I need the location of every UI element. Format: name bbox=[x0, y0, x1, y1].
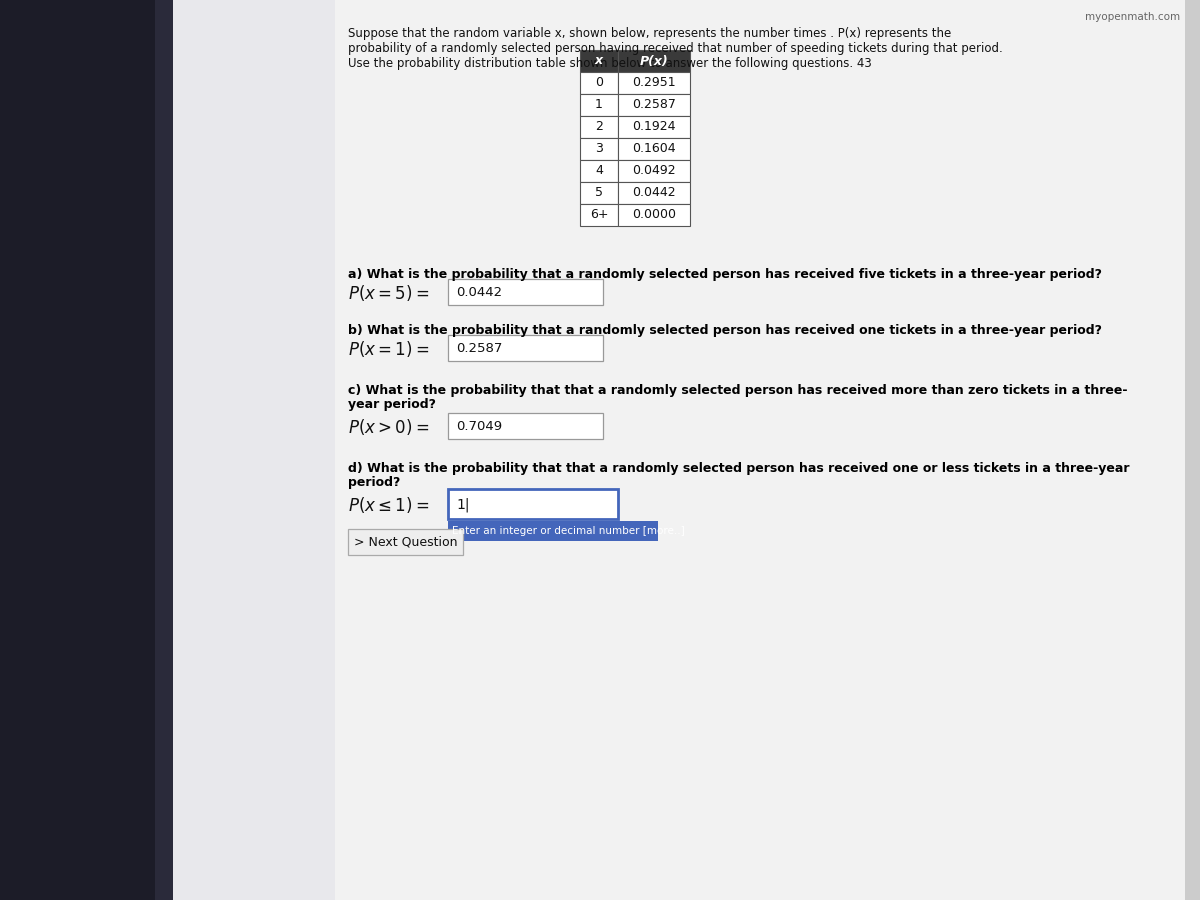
Text: 0: 0 bbox=[595, 76, 604, 89]
Text: c) What is the probability that that a randomly selected person has received mor: c) What is the probability that that a r… bbox=[348, 384, 1128, 397]
Text: 4: 4 bbox=[595, 165, 602, 177]
Bar bbox=[580, 116, 618, 138]
Text: 0.7049: 0.7049 bbox=[456, 420, 502, 434]
Text: d) What is the probability that that a randomly selected person has received one: d) What is the probability that that a r… bbox=[348, 462, 1129, 475]
Bar bbox=[618, 182, 690, 204]
Text: Use the probability distribution table shown below to answer the following quest: Use the probability distribution table s… bbox=[348, 57, 871, 70]
Text: P(x): P(x) bbox=[640, 55, 668, 68]
Bar bbox=[448, 521, 658, 541]
Bar bbox=[618, 94, 690, 116]
Text: x: x bbox=[595, 55, 604, 68]
Text: period?: period? bbox=[348, 476, 401, 489]
Text: Suppose that the random variable x, shown below, represents the number times . P: Suppose that the random variable x, show… bbox=[348, 27, 952, 40]
Text: 0.2587: 0.2587 bbox=[632, 98, 676, 112]
Bar bbox=[618, 138, 690, 160]
Bar bbox=[580, 72, 618, 94]
Bar bbox=[618, 160, 690, 182]
Text: 1|: 1| bbox=[456, 498, 469, 512]
Text: 0.2587: 0.2587 bbox=[456, 343, 503, 356]
Bar bbox=[580, 94, 618, 116]
Bar bbox=[580, 182, 618, 204]
Text: 0.0000: 0.0000 bbox=[632, 209, 676, 221]
Text: 6+: 6+ bbox=[589, 209, 608, 221]
Bar bbox=[448, 335, 604, 361]
Bar bbox=[618, 50, 690, 72]
Text: 0.1924: 0.1924 bbox=[632, 121, 676, 133]
Bar bbox=[580, 138, 618, 160]
Text: $P(x>0)=$: $P(x>0)=$ bbox=[348, 417, 430, 437]
Bar bbox=[618, 72, 690, 94]
Bar bbox=[348, 529, 463, 555]
Text: 3: 3 bbox=[595, 142, 602, 156]
Bar bbox=[155, 0, 173, 900]
Text: year period?: year period? bbox=[348, 398, 436, 411]
Text: > Next Question: > Next Question bbox=[354, 536, 457, 548]
Bar bbox=[448, 413, 604, 439]
Text: 5: 5 bbox=[595, 186, 604, 200]
Bar bbox=[448, 489, 618, 519]
Text: myopenmath.com: myopenmath.com bbox=[1085, 12, 1180, 22]
Text: probability of a randomly selected person having received that number of speedin: probability of a randomly selected perso… bbox=[348, 42, 1003, 55]
Text: $P(x\leq 1)=$: $P(x\leq 1)=$ bbox=[348, 495, 430, 515]
Text: 0.0442: 0.0442 bbox=[632, 186, 676, 200]
Bar bbox=[335, 0, 1186, 900]
Bar bbox=[580, 204, 618, 226]
Bar bbox=[580, 160, 618, 182]
Text: 0.0492: 0.0492 bbox=[632, 165, 676, 177]
Text: 0.0442: 0.0442 bbox=[456, 286, 502, 300]
Bar bbox=[580, 50, 618, 72]
Bar bbox=[618, 116, 690, 138]
Bar bbox=[1186, 0, 1200, 900]
Bar bbox=[448, 279, 604, 305]
Text: 0.2951: 0.2951 bbox=[632, 76, 676, 89]
Text: 1: 1 bbox=[595, 98, 602, 112]
Text: b) What is the probability that a randomly selected person has received one tick: b) What is the probability that a random… bbox=[348, 324, 1102, 337]
Text: 0.1604: 0.1604 bbox=[632, 142, 676, 156]
Text: 2: 2 bbox=[595, 121, 602, 133]
Text: $P(x=5)=$: $P(x=5)=$ bbox=[348, 283, 430, 303]
Bar bbox=[0, 0, 155, 900]
Text: a) What is the probability that a randomly selected person has received five tic: a) What is the probability that a random… bbox=[348, 268, 1102, 281]
Text: Enter an integer or decimal number [more..]: Enter an integer or decimal number [more… bbox=[452, 526, 685, 536]
Bar bbox=[618, 204, 690, 226]
Text: $P(x=1)=$: $P(x=1)=$ bbox=[348, 339, 430, 359]
